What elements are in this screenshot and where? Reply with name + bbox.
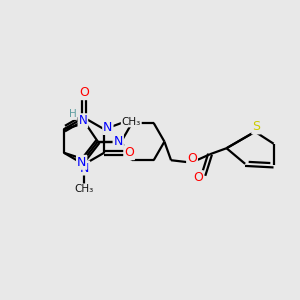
Text: N: N: [103, 121, 112, 134]
Text: O: O: [193, 171, 203, 184]
Text: O: O: [187, 152, 197, 165]
Text: N: N: [80, 161, 89, 175]
Text: O: O: [124, 146, 134, 159]
Text: H: H: [69, 109, 76, 119]
Text: N: N: [77, 156, 86, 169]
Text: O: O: [79, 86, 89, 99]
Text: N: N: [79, 114, 87, 127]
Text: CH₃: CH₃: [122, 116, 141, 127]
Text: S: S: [252, 120, 260, 134]
Text: CH₃: CH₃: [74, 184, 94, 194]
Text: N: N: [113, 134, 123, 148]
